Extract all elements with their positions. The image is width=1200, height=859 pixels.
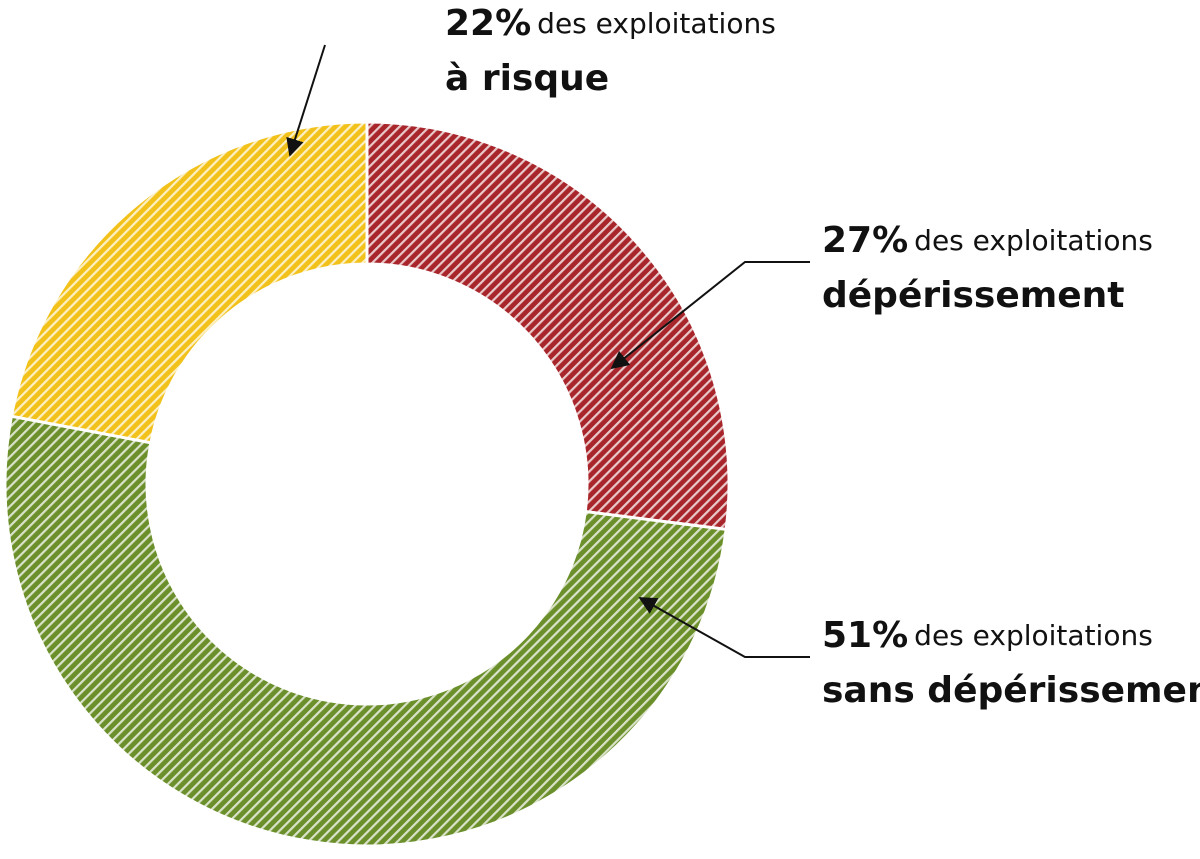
value-label: 27% <box>822 220 908 261</box>
donut-segment <box>365 120 731 532</box>
donut-segment <box>9 120 369 445</box>
value-label: 22% <box>445 3 531 44</box>
arrow <box>286 44 326 157</box>
category-label: dépérissement <box>822 275 1125 316</box>
annotation-text: des exploitations <box>914 224 1153 257</box>
arrow <box>610 261 810 370</box>
donut-segment <box>3 414 728 848</box>
annotation-text: des exploitations <box>537 7 776 40</box>
category-label: sans dépérissement <box>822 670 1200 711</box>
annotation: 22% des exploitations <box>445 3 776 44</box>
arrow <box>638 597 810 658</box>
category-label: à risque <box>445 58 609 99</box>
annotation-text: des exploitations <box>914 619 1153 652</box>
value-label: 51% <box>822 615 908 656</box>
annotation: 51% des exploitations <box>822 615 1153 656</box>
annotation: 27% des exploitations <box>822 220 1153 261</box>
